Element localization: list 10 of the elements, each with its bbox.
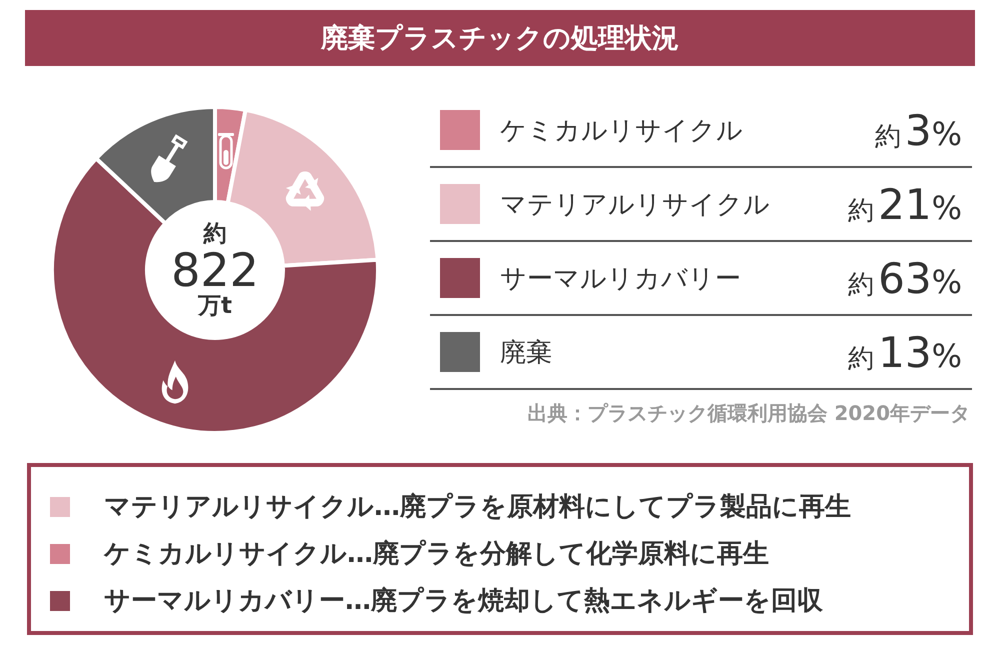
text: マテリアルリサイクル…廃プラを原材料にしてプラ製品に再生 xyxy=(104,491,851,524)
legend-label: マテリアルリサイクル xyxy=(500,188,770,222)
text: サーマルリカバリー…廃プラを焼却して熱エネルギーを回収 xyxy=(104,585,823,618)
legend-label: 廃棄 xyxy=(500,336,552,370)
text: 約 822 万t xyxy=(171,221,259,319)
legend-label: サーマルリカバリー xyxy=(500,262,741,296)
text: ケミカルリサイクル…廃プラを分解して化学原料に再生 xyxy=(104,538,769,571)
legend-label: ケミカルリサイクル xyxy=(500,114,743,148)
chart-title: 廃棄プラスチックの処理状況 xyxy=(321,22,679,56)
source-note: 出典：プラスチック循環利用協会 2020年データ xyxy=(527,400,970,427)
